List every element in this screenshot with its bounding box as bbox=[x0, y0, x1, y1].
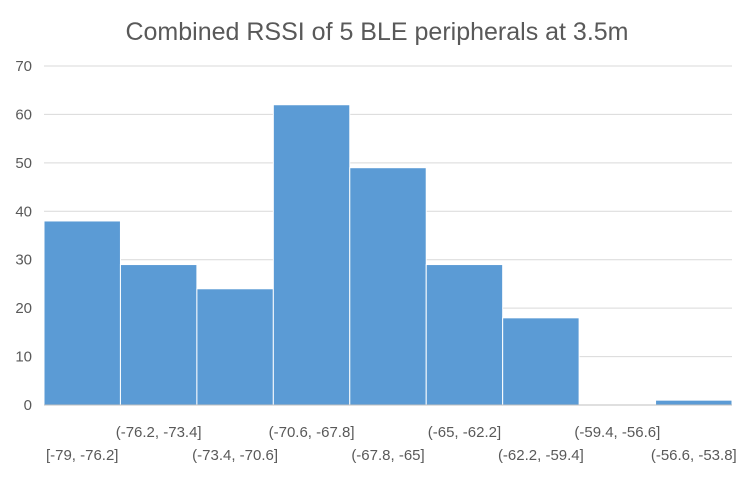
y-axis-tick-labels: 0 10 20 30 40 50 60 70 bbox=[15, 58, 32, 414]
y-tick-label: 70 bbox=[15, 58, 32, 75]
bar bbox=[425, 264, 504, 406]
bar bbox=[119, 264, 198, 406]
x-tick-label: (-62.2, -59.4] bbox=[498, 447, 584, 464]
bar bbox=[196, 288, 274, 406]
x-tick-label: (-59.4, -56.6] bbox=[574, 424, 660, 441]
x-axis-tick-labels: [-79, -76.2] (-76.2, -73.4] (-73.4, -70.6]… bbox=[46, 424, 737, 464]
bar bbox=[502, 317, 580, 406]
bar bbox=[43, 220, 121, 406]
x-tick-label: (-65, -62.2] bbox=[428, 424, 501, 441]
y-tick-label: 30 bbox=[15, 252, 32, 269]
x-tick-label: (-76.2, -73.4] bbox=[116, 424, 202, 441]
bar bbox=[655, 399, 733, 406]
x-tick-label: [-79, -76.2] bbox=[46, 447, 119, 464]
y-tick-label: 0 bbox=[24, 397, 32, 414]
bar bbox=[349, 167, 427, 406]
y-tick-label: 40 bbox=[15, 203, 32, 220]
x-tick-label: (-73.4, -70.6] bbox=[192, 447, 278, 464]
y-tick-label: 50 bbox=[15, 155, 32, 172]
x-tick-label: (-70.6, -67.8] bbox=[269, 424, 355, 441]
y-tick-label: 20 bbox=[15, 300, 32, 317]
bars bbox=[43, 104, 733, 406]
chart-title: Combined RSSI of 5 BLE peripherals at 3.… bbox=[125, 18, 628, 46]
y-tick-label: 60 bbox=[15, 106, 32, 123]
y-tick-label: 10 bbox=[15, 349, 32, 366]
x-tick-label: (-56.6, -53.8] bbox=[651, 447, 737, 464]
bar bbox=[272, 104, 351, 406]
x-tick-label: (-67.8, -65] bbox=[351, 447, 424, 464]
